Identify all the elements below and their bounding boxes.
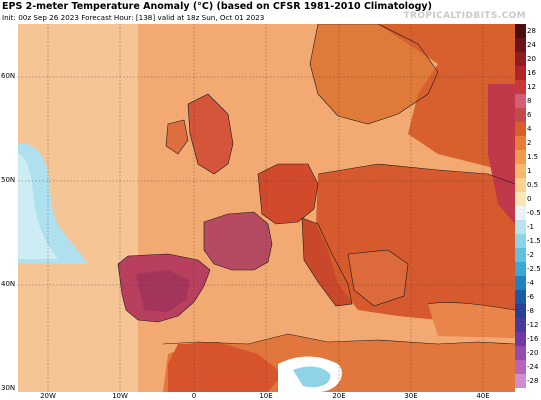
legend-label: -24 (527, 363, 539, 371)
legend-label: -2 (527, 251, 534, 259)
legend-label: 0 (527, 195, 532, 203)
legend-swatch (515, 290, 526, 304)
brand-watermark: TROPICALTIDBITS.COM (403, 11, 526, 21)
lat-label-30n: 30N (1, 384, 16, 392)
hot-anomaly-russia (488, 84, 515, 224)
legend-swatch (515, 262, 526, 276)
legend-swatch (515, 136, 526, 150)
lat-label-60n: 60N (1, 72, 16, 80)
turkey (428, 302, 515, 338)
lon-label-10w: 10W (112, 392, 128, 400)
lon-label-20w: 20W (40, 392, 56, 400)
legend-label: 12 (527, 83, 536, 91)
legend-label: -2.5 (527, 265, 541, 273)
legend-swatch (515, 164, 526, 178)
legend-swatch (515, 38, 526, 52)
legend-label: 1.5 (527, 153, 539, 161)
legend-label: 28 (527, 27, 536, 35)
legend-swatch (515, 66, 526, 80)
legend-label: 0.5 (527, 181, 539, 189)
color-legend: 28 24 20 16 12 8 6 4 2 1.5 1 0.5 0 -0.5 -1 -1.5 -2 -2.5 -4… (515, 24, 541, 392)
legend-swatch (515, 318, 526, 332)
legend-swatch (515, 108, 526, 122)
legend-swatch (515, 276, 526, 290)
legend-label: -1.5 (527, 237, 541, 245)
map-subtitle: Init: 00z Sep 26 2023 Forecast Hour: [13… (2, 13, 265, 22)
legend-swatch (515, 122, 526, 136)
lat-label-40n: 40N (1, 280, 16, 288)
legend-label: 2 (527, 139, 532, 147)
france (204, 212, 272, 270)
legend-swatch (515, 304, 526, 318)
balkans (348, 250, 408, 306)
legend-swatch (515, 374, 526, 388)
temperature-anomaly-map (18, 24, 515, 392)
legend-label: 1 (527, 167, 532, 175)
legend-label: 24 (527, 41, 536, 49)
legend-label: -16 (527, 335, 539, 343)
legend-label: 6 (527, 111, 532, 119)
lon-label-10e: 10E (259, 392, 273, 400)
great-britain (188, 94, 233, 174)
legend-swatch (515, 206, 526, 220)
legend-label: -0.5 (527, 209, 541, 217)
lon-label-20e: 20E (332, 392, 346, 400)
map-canvas (18, 24, 515, 392)
legend-swatch (515, 192, 526, 206)
graticule (18, 24, 515, 392)
legend-swatch (515, 150, 526, 164)
legend-swatch (515, 234, 526, 248)
legend-label: -6 (527, 293, 534, 301)
legend-label: 20 (527, 55, 536, 63)
legend-swatch (515, 80, 526, 94)
legend-swatch (515, 220, 526, 234)
legend-label: 16 (527, 69, 536, 77)
legend-swatch (515, 332, 526, 346)
map-title: EPS 2-meter Temperature Anomaly (°C) (ba… (2, 1, 432, 12)
legend-swatch (515, 94, 526, 108)
legend-label: -12 (527, 321, 539, 329)
ireland (166, 120, 188, 154)
legend-label: -8 (527, 307, 534, 315)
lon-label-0: 0 (191, 392, 197, 400)
legend-label: -28 (527, 377, 539, 385)
legend-label: 4 (527, 125, 532, 133)
legend-swatch (515, 178, 526, 192)
legend-label: -1 (527, 223, 534, 231)
legend-label: -4 (527, 279, 534, 287)
lon-label-30e: 30E (404, 392, 418, 400)
legend-label: 8 (527, 97, 532, 105)
lon-label-40e: 40E (476, 392, 490, 400)
russia-finland (378, 24, 515, 174)
legend-label: -20 (527, 349, 539, 357)
scandinavia (310, 24, 438, 124)
legend-swatch (515, 346, 526, 360)
legend-swatch (515, 248, 526, 262)
legend-swatch (515, 52, 526, 66)
legend-swatch (515, 24, 526, 38)
legend-swatch (515, 360, 526, 374)
lat-label-50n: 50N (1, 176, 16, 184)
germany (258, 164, 318, 224)
